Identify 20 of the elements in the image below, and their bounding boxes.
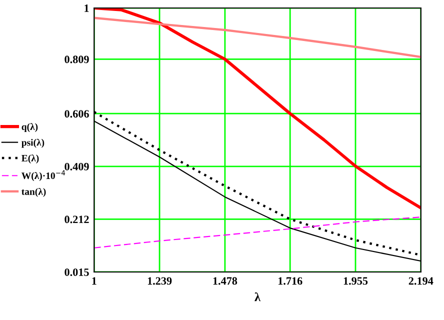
x-axis-title: λ	[254, 292, 261, 302]
x-tick-label: 1.955	[344, 277, 368, 285]
legend-label: q(λ)	[22, 123, 38, 132]
legend-label: W(λ)·10$^{−4}$	[22, 170, 66, 182]
x-tick-label: 1	[92, 277, 96, 285]
x-tick-label: 1.478	[213, 277, 238, 285]
line-series	[94, 216, 421, 248]
y-tick-label: 0.809	[64, 56, 89, 64]
x-tick-label: 1.239	[148, 277, 172, 285]
legend-label: tan(λ)	[22, 188, 46, 197]
y-tick-label: 0.015	[64, 268, 89, 276]
x-tick-label: 1.716	[278, 277, 302, 285]
line-series	[94, 16, 421, 58]
legend-label: E(λ)	[22, 154, 39, 164]
y-tick-label: 0.606	[64, 110, 89, 118]
y-tick-label: 0.212	[64, 216, 89, 224]
legend-label: psi(λ)	[22, 138, 44, 148]
x-tick-label: 2.194	[408, 277, 434, 285]
y-tick-label: 1	[84, 4, 89, 12]
y-tick-label: 0.409	[64, 162, 89, 170]
